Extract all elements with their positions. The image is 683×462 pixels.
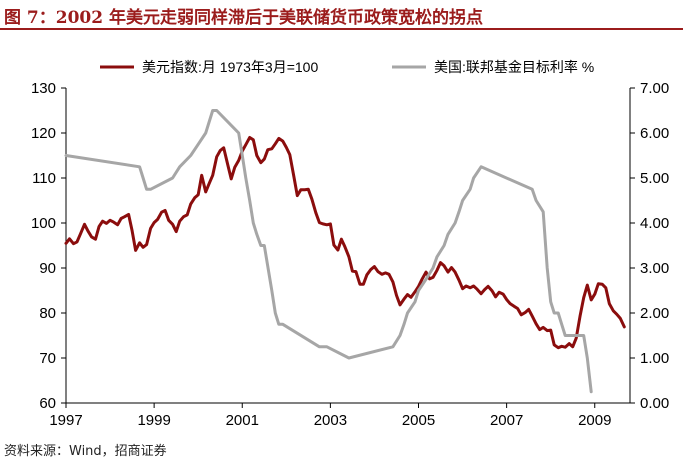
- left-tick-label: 130: [31, 80, 56, 97]
- right-tick-label: 2.00: [640, 305, 669, 322]
- left-axis-ticks: 60 70 80 90 100 110 120 130: [31, 80, 66, 412]
- legend-label: 美国:联邦基金目标利率 %: [434, 59, 594, 75]
- chart-axes: [65, 88, 631, 404]
- x-tick-label: 2009: [578, 412, 611, 429]
- left-tick-label: 80: [39, 305, 56, 322]
- title-divider: [0, 28, 683, 30]
- x-tick-label: 2005: [402, 412, 435, 429]
- chart: 美元指数:月 1973年3月=100 美国:联邦基金目标利率 % 60 70 80 90…: [31, 59, 669, 429]
- fed-funds-rate-line: [64, 109, 593, 394]
- x-tick-label: 1997: [49, 412, 82, 429]
- right-tick-label: 4.00: [640, 215, 669, 232]
- right-tick-label: 7.00: [640, 80, 669, 97]
- x-tick-label: 2007: [490, 412, 523, 429]
- left-tick-label: 60: [39, 395, 56, 412]
- chart-legend: 美元指数:月 1973年3月=100 美国:联邦基金目标利率 %: [100, 59, 594, 75]
- left-tick-label: 70: [39, 350, 56, 367]
- figure-header: 图 7：2002 年美元走弱同样滞后于美联储货币政策宽松的拐点: [0, 0, 683, 30]
- figure-title: 图 7：2002 年美元走弱同样滞后于美联储货币政策宽松的拐点: [4, 8, 483, 28]
- legend-label: 美元指数:月 1973年3月=100: [142, 59, 318, 75]
- left-tick-label: 100: [31, 215, 56, 232]
- left-tick-label: 90: [39, 260, 56, 277]
- x-tick-label: 1999: [137, 412, 170, 429]
- right-tick-label: 1.00: [640, 350, 669, 367]
- right-tick-label: 0.00: [640, 395, 669, 412]
- right-tick-label: 3.00: [640, 260, 669, 277]
- x-axis-ticks: 1997 1999 2001 2003 2005 2007 2009: [49, 403, 611, 429]
- source-note: 资料来源：Wind，招商证券: [4, 444, 167, 459]
- right-tick-label: 5.00: [640, 170, 669, 187]
- left-tick-label: 110: [32, 170, 56, 187]
- chart-series: [64, 109, 626, 394]
- dollar-index-line: [64, 136, 626, 350]
- x-tick-label: 2001: [226, 412, 259, 429]
- left-tick-label: 120: [31, 125, 56, 142]
- x-tick-label: 2003: [314, 412, 347, 429]
- right-tick-label: 6.00: [640, 125, 669, 142]
- right-axis-ticks: 0.00 1.00 2.00 3.00 4.00 5.00 6.00 7.00: [630, 80, 669, 412]
